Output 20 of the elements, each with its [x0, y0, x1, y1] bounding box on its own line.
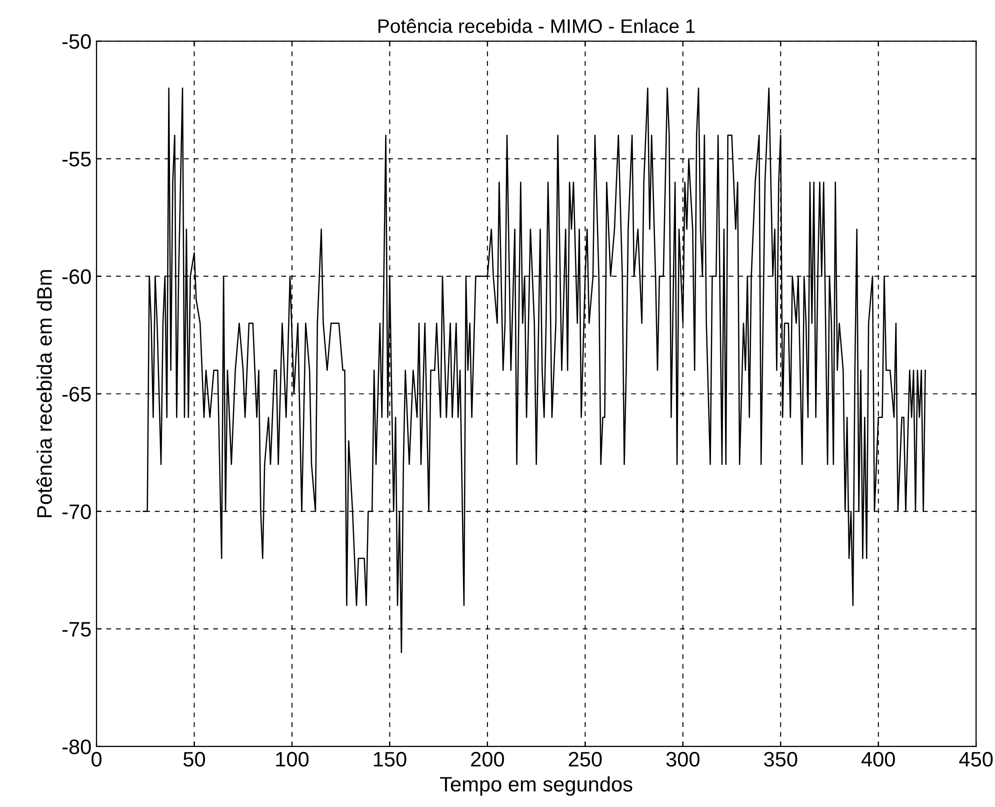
- y-tick-label: -75: [62, 622, 91, 637]
- y-axis-title: Potência recebida em dBm: [36, 270, 52, 518]
- x-tick-label: 150: [374, 752, 406, 767]
- y-tick-label: -70: [62, 504, 91, 520]
- x-tick-label: 50: [183, 752, 206, 767]
- x-tick-label: 350: [764, 752, 798, 767]
- y-tick-label: -55: [62, 152, 91, 166]
- x-tick-label: 0: [92, 752, 102, 767]
- y-tick-label: -50: [62, 34, 91, 49]
- x-tick-label: 300: [666, 752, 700, 767]
- y-tick-label: -65: [62, 386, 91, 402]
- y-tick-label: -60: [62, 269, 91, 284]
- y-tick-label: -80: [62, 739, 91, 754]
- x-tick-label: 200: [471, 752, 504, 767]
- x-tick-label: 450: [959, 752, 993, 767]
- x-tick-label: 400: [861, 752, 895, 767]
- chart-title: Potência recebida - MIMO - Enlace 1: [378, 18, 695, 34]
- x-axis-title: Tempo em segundos: [440, 776, 632, 796]
- x-tick-label: 100: [276, 752, 309, 767]
- x-tick-label: 250: [568, 752, 602, 767]
